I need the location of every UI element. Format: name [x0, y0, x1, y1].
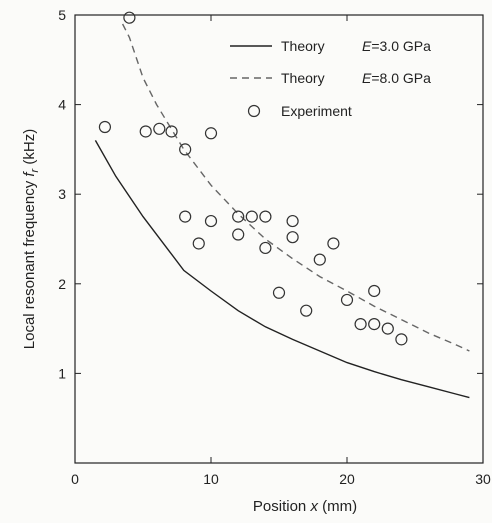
- experiment-point: [272, 286, 286, 299]
- experiment-point: [313, 253, 326, 266]
- experiment-point: [179, 143, 192, 156]
- x-tick-label: 20: [339, 471, 355, 487]
- y-axis-label: Local resonant frequency fr (kHz): [21, 129, 41, 349]
- legend-label-theory-3gpa: Theory: [281, 38, 325, 54]
- y-tick-label: 1: [58, 365, 66, 381]
- x-axis-label: Position x (mm): [253, 498, 357, 515]
- experiment-point: [368, 284, 381, 298]
- legend-label-theory-8gpa: Theory: [281, 70, 325, 86]
- experiment-point: [395, 333, 408, 346]
- experiment-point: [340, 293, 354, 307]
- experiment-point: [368, 318, 381, 331]
- plot-frame: [74, 14, 484, 464]
- x-tick-label: 30: [475, 471, 491, 487]
- experiment-point: [286, 231, 299, 244]
- experiment-point: [232, 210, 245, 223]
- legend-param-var-3gpa: E: [362, 38, 372, 54]
- experiment-point: [381, 322, 394, 335]
- legend: Theory E=3.0 GPa Theory E=8.0 GPa Experi…: [230, 38, 431, 119]
- legend-param-val-3gpa: =3.0 GPa: [371, 38, 431, 54]
- legend-label-experiment: Experiment: [281, 103, 352, 119]
- y-tick-label: 2: [58, 276, 66, 292]
- legend-param-theory-3gpa: E=3.0 GPa: [362, 38, 431, 54]
- experiment-point: [232, 228, 245, 241]
- legend-param-val-8gpa: =8.0 GPa: [371, 70, 431, 86]
- experiment-point: [354, 318, 367, 331]
- experiment-point: [98, 120, 112, 134]
- y-tick-label: 5: [58, 7, 66, 23]
- experiment-point: [165, 125, 178, 138]
- theory-3gpa-curve: [94, 140, 470, 399]
- experiment-point: [204, 127, 218, 140]
- experiment-point: [204, 214, 218, 228]
- x-tick-label: 10: [203, 471, 219, 487]
- experiment-point: [286, 214, 299, 228]
- y-tick-label: 3: [58, 186, 66, 202]
- legend-param-theory-8gpa: E=8.0 GPa: [362, 70, 431, 86]
- experiment-point: [153, 122, 166, 135]
- experiment-point: [327, 237, 340, 250]
- experiment-point: [259, 241, 272, 255]
- experiment-point: [245, 210, 258, 223]
- theory-8gpa-curve: [121, 23, 470, 352]
- legend-marker-experiment: [247, 104, 261, 118]
- y-tick-label: 4: [58, 97, 66, 113]
- experiment-point: [259, 210, 272, 223]
- experiment-point: [179, 210, 192, 223]
- experiment-point: [192, 237, 205, 250]
- experiment-point: [139, 125, 152, 138]
- legend-param-var-8gpa: E: [362, 70, 372, 86]
- experiment-point: [300, 304, 313, 317]
- experiment-point: [123, 11, 136, 24]
- x-tick-label: 0: [71, 471, 79, 487]
